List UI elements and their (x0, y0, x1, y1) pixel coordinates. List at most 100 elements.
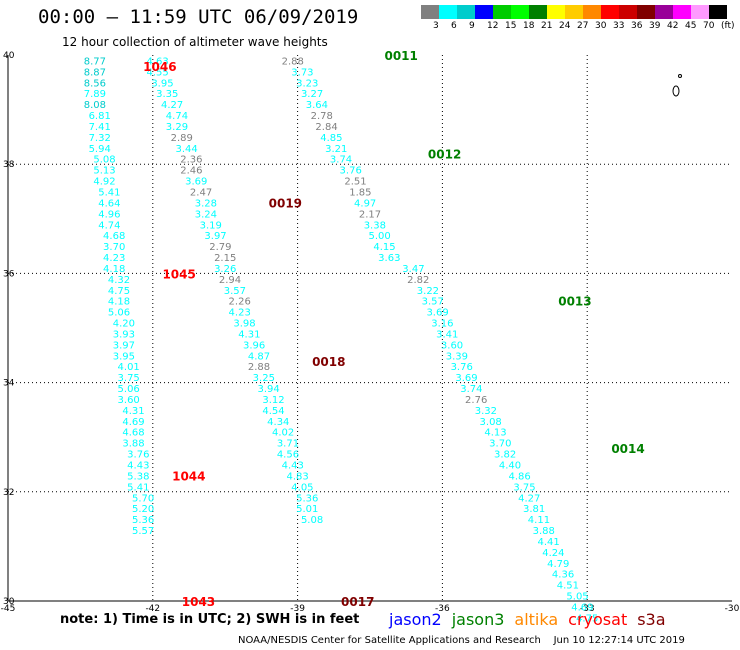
legend-s3a: s3a (637, 610, 666, 629)
wave-height-value-jason3: 4.69 (571, 602, 593, 613)
pass-time-label: 0018 (312, 355, 345, 369)
wave-height-value-jason3: 3.88 (533, 526, 555, 537)
wave-height-value-cryosat: 5.41 (98, 188, 120, 199)
legend-jason3: jason3 (451, 610, 505, 629)
wave-height-value-s3a: 3.69 (185, 177, 207, 188)
legend-altika: altika (514, 610, 559, 629)
y-tick-labels: 30 32 34 36 38 40 (3, 51, 15, 607)
wave-height-value-s3a: 4.43 (282, 461, 304, 472)
wave-height-value-jason3: 4.97 (354, 198, 376, 209)
wave-height-value-jason3: 4.75 (576, 613, 598, 624)
wave-height-value-s3a: 2.79 (209, 242, 231, 253)
wave-height-value-cryosat: 4.69 (122, 417, 144, 428)
wave-height-value-s3a: 2.47 (190, 188, 212, 199)
wave-height-value-jason3: 4.85 (320, 133, 342, 144)
color-scale-swatch (691, 5, 709, 19)
wave-height-value-cryosat: 8.77 (84, 56, 106, 67)
wave-height-value-jason3: 4.51 (557, 581, 579, 592)
wave-height-value-cryosat: 4.43 (127, 461, 149, 472)
color-scale-label: 39 (649, 21, 661, 31)
wave-height-value-jason3: 4.36 (552, 570, 574, 581)
wave-height-value-s3a: 4.34 (267, 417, 289, 428)
color-scale-swatch (511, 5, 529, 19)
wave-height-value-cryosat: 7.89 (84, 89, 106, 100)
y-tick-label: 38 (3, 160, 15, 170)
wave-height-value-cryosat: 4.68 (103, 231, 125, 242)
wave-height-value-jason3: 3.70 (489, 439, 511, 450)
wave-height-value-cryosat: 4.74 (98, 220, 120, 231)
wave-height-value-jason3: 4.41 (537, 537, 559, 548)
y-tick-label: 40 (3, 51, 15, 61)
color-scale-label: 33 (613, 21, 625, 31)
wave-height-value-cryosat: 3.97 (113, 340, 135, 351)
y-tick-label: 34 (3, 379, 15, 389)
color-scale-swatch (493, 5, 511, 19)
wave-height-value-cryosat: 4.20 (113, 319, 135, 330)
wave-height-value-jason3: 5.00 (369, 231, 391, 242)
wave-height-value-cryosat: 5.20 (132, 504, 154, 515)
wave-height-value-cryosat: 5.41 (127, 482, 149, 493)
wave-height-value-cryosat: 4.31 (122, 406, 144, 417)
wave-height-value-s3a: 2.36 (180, 155, 202, 166)
wave-height-value-jason3: 2.51 (344, 177, 366, 188)
color-scale-swatch (547, 5, 565, 19)
wave-height-value-cryosat: 4.64 (98, 198, 120, 209)
credit-text: NOAA/NESDIS Center for Satellite Applica… (238, 635, 685, 646)
wave-height-value-cryosat: 4.68 (122, 428, 144, 439)
wave-height-value-jason3: 3.22 (417, 286, 439, 297)
wave-height-value-jason3: 4.40 (499, 461, 521, 472)
pass-time-label: 0014 (611, 442, 644, 456)
legend-cryosat: cryosat (568, 610, 628, 629)
color-scale-swatch (619, 5, 637, 19)
wave-height-value-s3a: 3.29 (166, 122, 188, 133)
color-scale-swatch (439, 5, 457, 19)
legend-jason2: jason2 (389, 610, 442, 629)
wave-height-value-cryosat: 7.32 (89, 133, 111, 144)
wave-height-value-jason3: 2.84 (315, 122, 337, 133)
wave-height-value-s3a: 3.25 (253, 373, 275, 384)
wave-height-value-cryosat: 3.88 (122, 439, 144, 450)
wave-height-value-jason3: 3.41 (436, 329, 458, 340)
wave-height-value-cryosat: 5.13 (93, 166, 115, 177)
wave-height-value-jason3: 2.76 (465, 395, 487, 406)
wave-height-value-cryosat: 5.70 (132, 493, 154, 504)
island-dot (678, 74, 682, 78)
satellite-legend: jason2 jason3 altika cryosat s3a (389, 610, 676, 629)
wave-height-value-cryosat: 5.08 (93, 155, 115, 166)
wave-height-value-cryosat: 5.38 (127, 471, 149, 482)
wave-height-value-s3a: 5.36 (296, 493, 318, 504)
wave-height-value-cryosat: 4.96 (98, 209, 120, 220)
wave-height-value-s3a: 4.63 (146, 56, 168, 67)
wave-height-value-jason3: 3.60 (441, 340, 463, 351)
wave-height-value-s3a: 2.94 (219, 275, 241, 286)
wave-height-value-cryosat: 5.36 (132, 515, 154, 526)
wave-height-value-jason3: 3.39 (446, 351, 468, 362)
wave-height-value-s3a: 2.89 (171, 133, 193, 144)
y-tick-label: 30 (3, 597, 15, 607)
color-scale-swatch (565, 5, 583, 19)
wave-height-value-jason3: 3.74 (460, 384, 482, 395)
x-tick-label: -30 (725, 604, 740, 614)
color-scale-swatch (475, 5, 493, 19)
wave-height-value-s3a: 5.08 (301, 515, 323, 526)
wave-height-value-cryosat: 5.94 (89, 144, 111, 155)
chart-subtitle: 12 hour collection of altimeter wave hei… (62, 35, 328, 49)
color-scale-label: 3 (433, 21, 439, 31)
color-scale-swatch (457, 5, 475, 19)
chart-title: 00:00 – 11:59 UTC 06/09/2019 (38, 6, 359, 28)
color-scale-label: 27 (577, 21, 589, 31)
wave-height-value-cryosat: 4.18 (108, 297, 130, 308)
color-scale-swatch (637, 5, 655, 19)
grid-lines (8, 55, 732, 601)
wave-height-value-jason3: 4.15 (373, 242, 395, 253)
wave-height-values: 8.778.878.567.898.086.817.417.325.945.08… (84, 56, 599, 624)
pass-time-labels: 1046 1045 1044 1043 0019 0018 0017 0011 0012 0013… (143, 49, 645, 609)
wave-height-value-s3a: 4.02 (272, 428, 294, 439)
wave-height-value-cryosat: 6.81 (89, 111, 111, 122)
wave-height-value-s3a: 4.27 (161, 100, 183, 111)
color-scale-label: 36 (631, 21, 643, 31)
wave-height-value-s3a: 3.26 (214, 264, 236, 275)
wave-height-value-cryosat: 3.70 (103, 242, 125, 253)
wave-height-value-jason3: 3.64 (306, 100, 328, 111)
wave-height-value-s3a: 4.87 (248, 351, 270, 362)
